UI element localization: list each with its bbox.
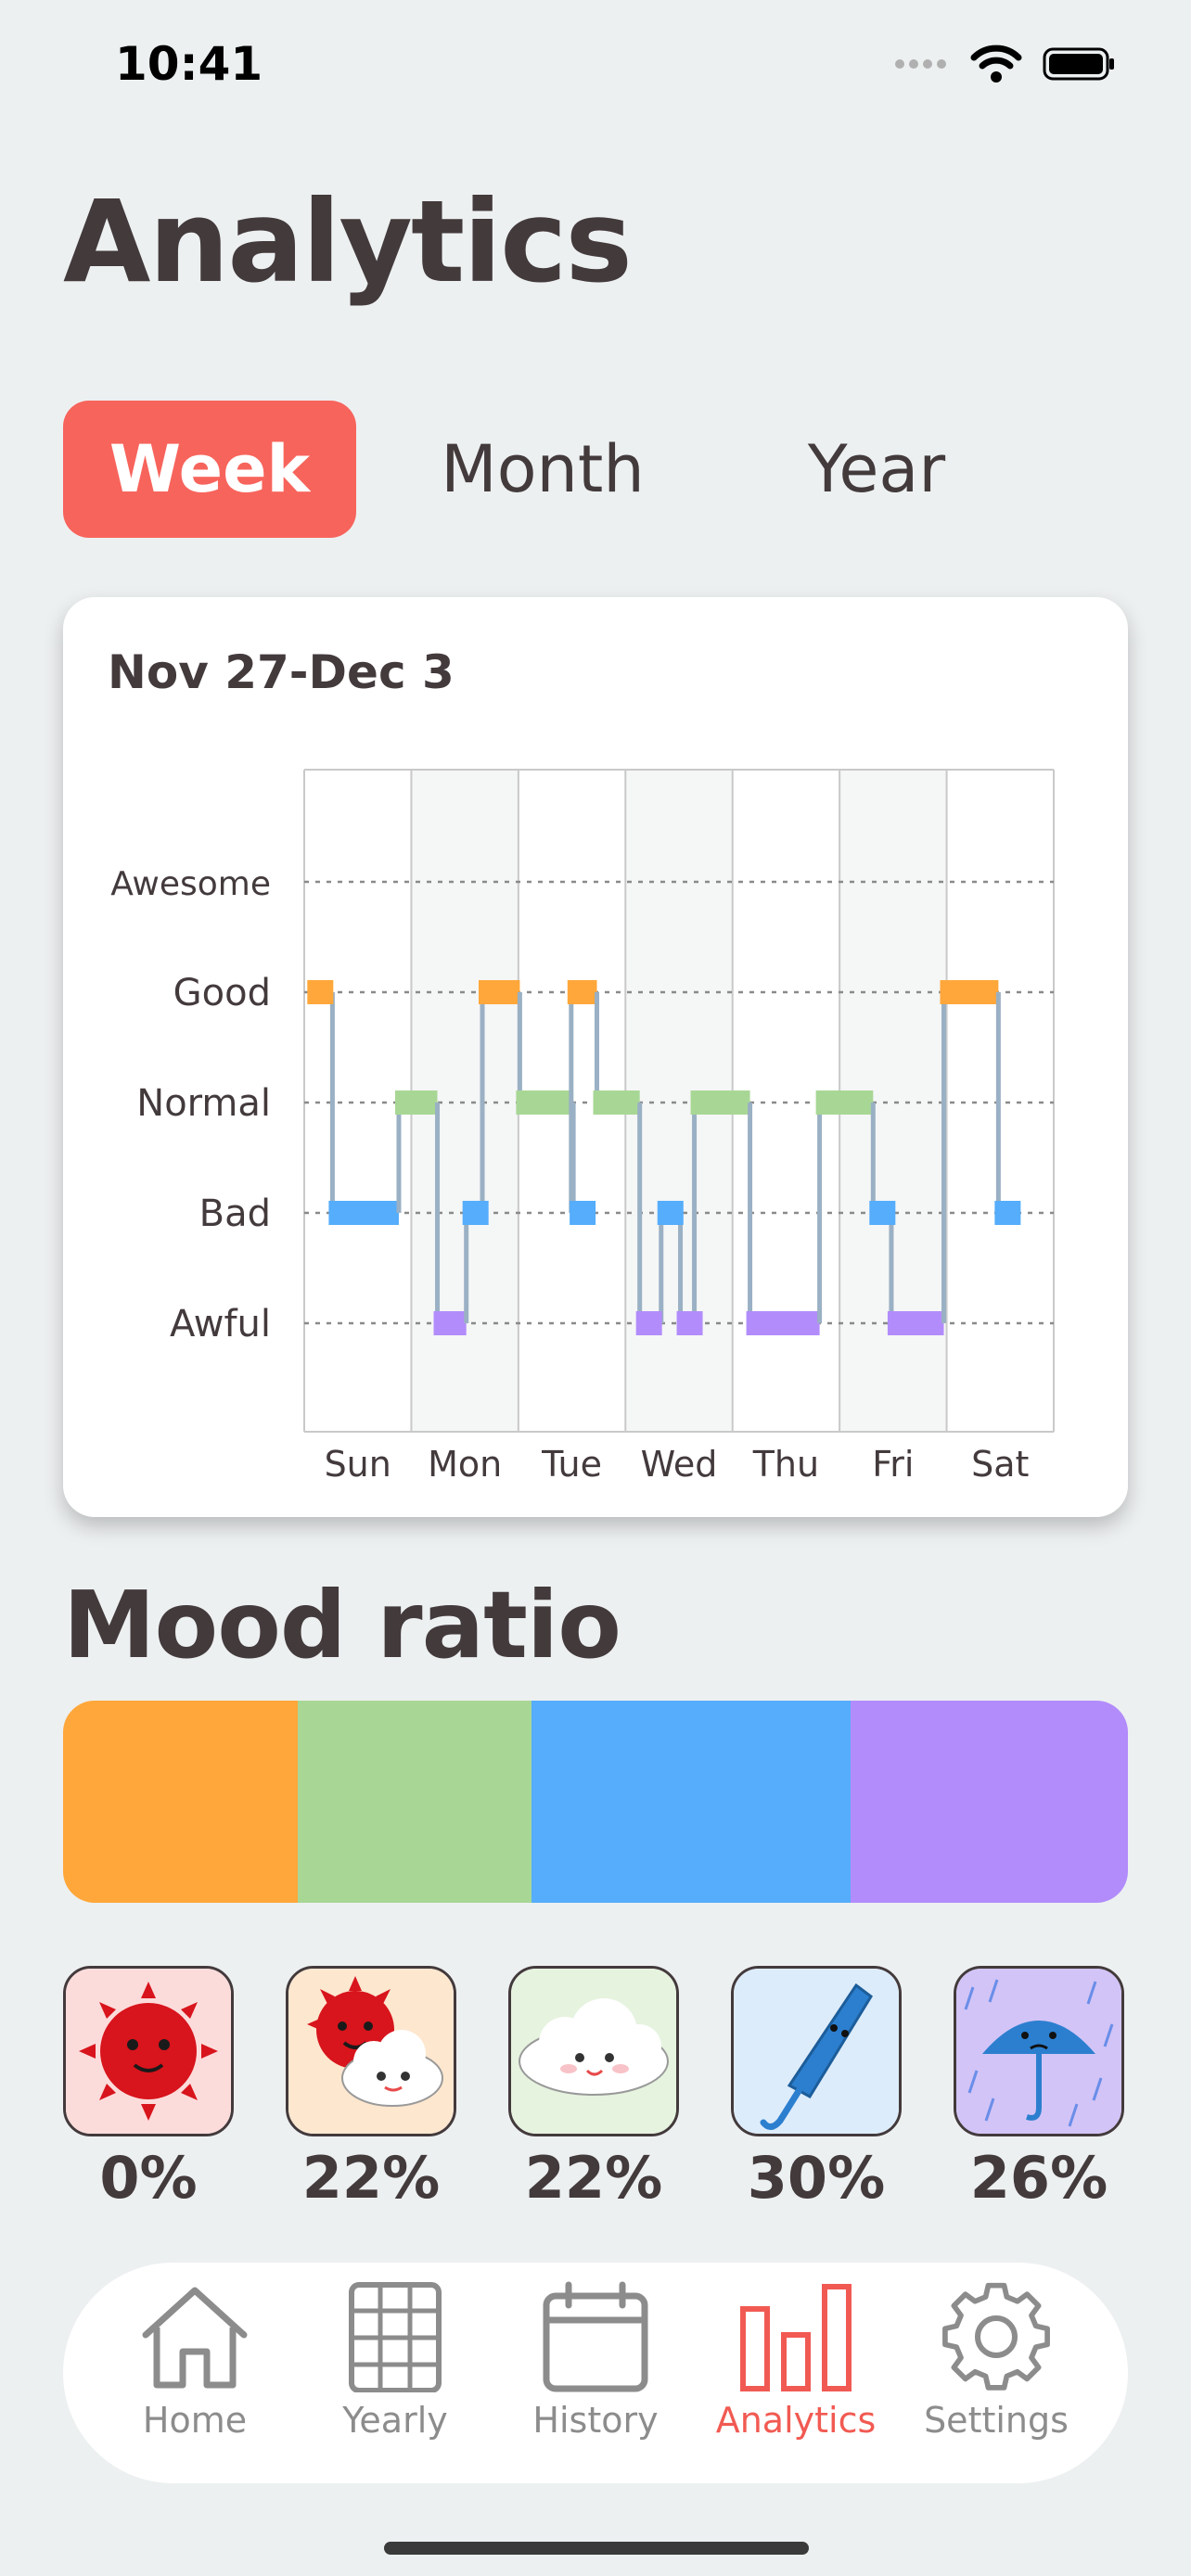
- mood-percent-normal: 22%: [524, 2144, 663, 2212]
- status-icons: [894, 45, 1117, 83]
- tab-month[interactable]: Month: [441, 431, 645, 507]
- umbrella-rain-icon: [956, 1969, 1121, 2134]
- x-tick-label-thu: Thu: [752, 1444, 819, 1485]
- mood-point-good: [567, 980, 594, 1004]
- mood-point-bad: [994, 1201, 1021, 1225]
- mood-point-bad: [869, 1201, 896, 1225]
- mood-percent-good: 22%: [301, 2144, 441, 2212]
- home-icon: [142, 2287, 248, 2389]
- mood-tile-bad: [731, 1966, 902, 2136]
- mood-point-bad: [462, 1201, 489, 1225]
- calendar-icon: [543, 2281, 648, 2392]
- x-tick-label-sun: Sun: [325, 1444, 391, 1485]
- mood-point-good: [940, 980, 967, 1004]
- mood-point-normal: [593, 1090, 620, 1115]
- x-tick-label-sat: Sat: [971, 1444, 1029, 1485]
- mood-point-bad: [328, 1201, 355, 1225]
- page-title: Analytics: [63, 176, 633, 308]
- grid-icon: [349, 2282, 442, 2392]
- x-tick-label-wed: Wed: [641, 1444, 718, 1485]
- y-tick-label-normal: Normal: [136, 1082, 271, 1125]
- nav-home[interactable]: Home: [102, 2281, 288, 2467]
- nav-label-history: History: [532, 2400, 659, 2441]
- nav-label-analytics: Analytics: [715, 2400, 877, 2441]
- sun-icon: [66, 1969, 231, 2134]
- x-tick-label-mon: Mon: [428, 1444, 502, 1485]
- mood-point-awful: [635, 1311, 662, 1335]
- mood-tile-awful: [954, 1966, 1124, 2136]
- mood-ratio-title: Mood ratio: [63, 1571, 621, 1679]
- ratio-segment-bad: [531, 1701, 852, 1903]
- gear-icon: [942, 2282, 1050, 2391]
- mood-point-good: [307, 980, 334, 1004]
- nav-history[interactable]: History: [503, 2281, 688, 2467]
- nav-settings[interactable]: Settings: [903, 2281, 1089, 2467]
- mood-percent-awesome: 0%: [99, 2144, 198, 2212]
- mood-step-chart: Awful Bad Normal Good Awesome Sun Mon Tue Wed Thu…: [110, 769, 1055, 1485]
- chart-date-range: Nov 27-Dec 3: [108, 645, 455, 699]
- y-tick-label-good: Good: [173, 972, 271, 1014]
- mood-tile-awesome: [63, 1966, 234, 2136]
- mood-percent-awful: 26%: [969, 2144, 1108, 2212]
- mood-tile-normal: [508, 1966, 679, 2136]
- tab-year[interactable]: Year: [807, 431, 946, 507]
- nav-label-yearly: Yearly: [342, 2400, 448, 2441]
- y-tick-label-bad: Bad: [199, 1192, 271, 1235]
- status-time: 10:41: [115, 37, 263, 91]
- mood-point-normal: [516, 1090, 543, 1115]
- ratio-segment-normal: [297, 1701, 532, 1903]
- mood-point-awful: [676, 1311, 703, 1335]
- mood-point-normal: [394, 1090, 421, 1115]
- ratio-segment-good: [63, 1701, 298, 1903]
- nav-analytics[interactable]: Analytics: [703, 2281, 889, 2467]
- sun-cloud-icon: [288, 1969, 454, 2134]
- nav-yearly[interactable]: Yearly: [302, 2281, 488, 2467]
- y-tick-label-awesome: Awesome: [110, 865, 271, 903]
- mood-percent-bad: 30%: [747, 2144, 886, 2212]
- home-indicator: [384, 2542, 809, 2555]
- mood-ratio-bar: [63, 1701, 1128, 1903]
- signal-icon: [895, 59, 946, 69]
- y-tick-label-awful: Awful: [170, 1303, 271, 1345]
- wifi-icon: [970, 45, 1022, 83]
- ratio-segment-awful: [851, 1701, 1128, 1903]
- mood-point-awful: [746, 1311, 773, 1335]
- mood-point-awful: [433, 1311, 460, 1335]
- mood-point-bad: [570, 1201, 596, 1225]
- bottom-nav: Home Yearly History Analytics: [63, 2263, 1128, 2483]
- mood-point-normal: [690, 1090, 717, 1115]
- x-tick-label-tue: Tue: [541, 1444, 602, 1485]
- nav-label-settings: Settings: [924, 2400, 1069, 2441]
- tab-week[interactable]: Week: [63, 401, 356, 538]
- bar-chart-icon: [740, 2284, 852, 2391]
- mood-chart-card: Nov 27-Dec 3 Awful Bad Normal Good Awesome Su…: [63, 597, 1128, 1517]
- mood-point-awful: [887, 1311, 914, 1335]
- closed-umbrella-icon: [734, 1969, 899, 2134]
- mood-point-good: [479, 980, 505, 1004]
- nav-label-home: Home: [142, 2400, 248, 2441]
- mood-point-normal: [815, 1090, 842, 1115]
- cloud-icon: [511, 1969, 676, 2134]
- mood-point-bad: [657, 1201, 684, 1225]
- mood-tile-good: [286, 1966, 456, 2136]
- battery-icon: [1043, 47, 1114, 81]
- x-tick-label-fri: Fri: [872, 1444, 914, 1485]
